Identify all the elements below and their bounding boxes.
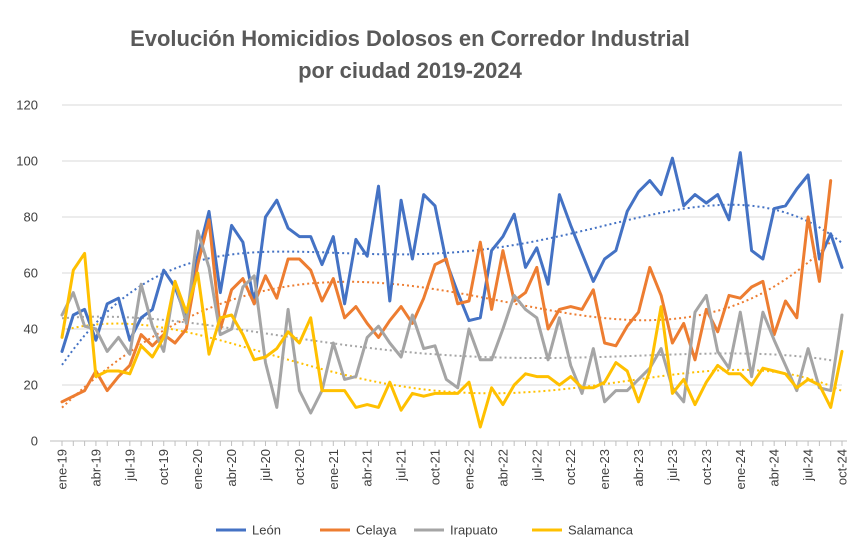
y-tick-label: 20 — [24, 378, 38, 393]
x-tick-label: oct-20 — [292, 449, 307, 485]
x-tick-label: ene-19 — [55, 449, 70, 489]
y-tick-label: 60 — [24, 266, 38, 281]
series-line-irapuato — [60, 229, 844, 415]
x-tick-label: abr-19 — [88, 449, 103, 487]
legend-label-leon: León — [252, 523, 281, 538]
x-tick-label: oct-19 — [156, 449, 171, 485]
x-tick-label: jul-24 — [801, 449, 816, 482]
x-tick-label: jul-21 — [394, 449, 409, 482]
x-tick-label: ene-22 — [461, 449, 476, 489]
x-tick-label: ene-24 — [733, 449, 748, 489]
trendlines — [61, 203, 843, 409]
y-tick-label: 80 — [24, 210, 38, 225]
x-tick-label: jul-23 — [665, 449, 680, 482]
x-tick-label: oct-21 — [428, 449, 443, 485]
x-tick-label: ene-23 — [597, 449, 612, 489]
y-tick-label: 120 — [16, 98, 38, 113]
legend-label-celaya: Celaya — [356, 523, 397, 538]
x-tick-label: oct-22 — [563, 449, 578, 485]
trendline-salamanca — [61, 322, 843, 395]
y-axis: 0 20 40 60 80 100 120 — [16, 98, 38, 449]
x-tick-label: ene-21 — [326, 449, 341, 489]
x-tick-label: abr-23 — [631, 449, 646, 487]
x-tick-label: jul-22 — [529, 449, 544, 482]
series-line-salamanca — [60, 251, 844, 429]
chart-subtitle: por ciudad 2019-2024 — [298, 58, 523, 83]
legend: León Celaya Irapuato Salamanca — [216, 523, 634, 538]
x-tick-label: jul-19 — [122, 449, 137, 482]
legend-label-salamanca: Salamanca — [568, 523, 634, 538]
legend-label-irapuato: Irapuato — [450, 523, 498, 538]
x-axis: ene-19 abr-19 jul-19 oct-19 ene-20 abr-20 jul-… — [50, 440, 850, 489]
series-lines — [60, 151, 844, 429]
x-tick-label: abr-22 — [495, 449, 510, 487]
x-tick-label: ene-20 — [190, 449, 205, 489]
y-tick-label: 0 — [31, 434, 38, 449]
series-line-celaya — [60, 179, 833, 404]
trendline-irapuato — [61, 315, 843, 364]
x-tick-label: abr-20 — [224, 449, 239, 487]
chart-title: Evolución Homicidios Dolosos en Corredor… — [130, 26, 690, 51]
x-tick-label: oct-23 — [699, 449, 714, 485]
y-tick-label: 100 — [16, 154, 38, 169]
x-tick-label: oct-24 — [835, 449, 850, 485]
y-tick-label: 40 — [24, 322, 38, 337]
x-tick-label: abr-21 — [360, 449, 375, 487]
x-tick-label: jul-20 — [258, 449, 273, 482]
x-tick-label: abr-24 — [767, 449, 782, 487]
